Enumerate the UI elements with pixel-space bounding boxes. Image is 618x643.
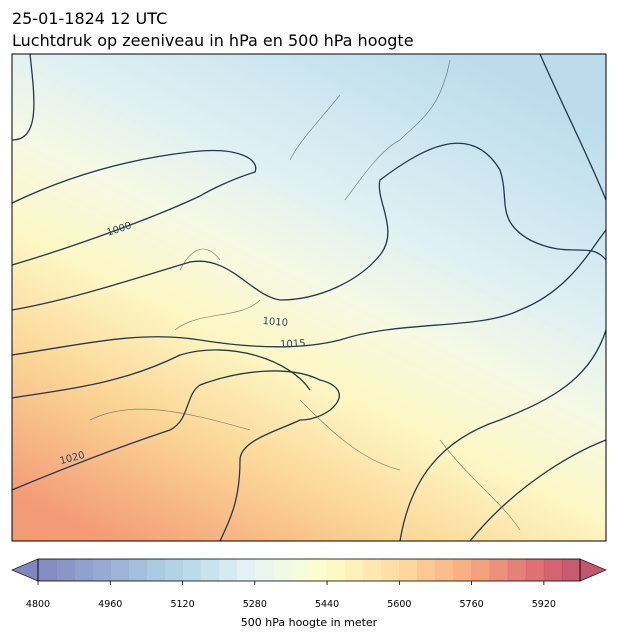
map-background bbox=[12, 54, 606, 541]
isobar bbox=[399, 329, 607, 542]
colorbar-tick-label: 5920 bbox=[532, 599, 556, 610]
colorbar-segment bbox=[399, 559, 418, 581]
colorbar-tick-label: 5120 bbox=[170, 599, 194, 610]
colorbar-label: 500 hPa hoogte in meter bbox=[241, 616, 378, 629]
colorbar-segment bbox=[290, 559, 310, 581]
colorbar-tick-label: 5760 bbox=[460, 599, 484, 610]
colorbar-segment bbox=[363, 559, 382, 581]
colorbar-segment bbox=[417, 559, 436, 581]
colorbar-tick-label: 5280 bbox=[243, 599, 267, 610]
colorbar-tick-label: 4800 bbox=[26, 599, 50, 610]
colorbar-segment bbox=[435, 559, 455, 581]
colorbar-segment bbox=[182, 559, 202, 581]
colorbar-extend-high bbox=[579, 558, 608, 582]
map-frame bbox=[11, 53, 607, 542]
colorbar-segment bbox=[146, 559, 165, 581]
colorbar-segment bbox=[507, 559, 527, 581]
colorbar-segment bbox=[164, 559, 184, 581]
colorbar: 4800 4960 5120 5280 5440 5600 5760 5920 bbox=[10, 558, 608, 610]
isobar bbox=[11, 53, 35, 141]
colorbar-segment bbox=[92, 559, 111, 581]
colorbar-segment bbox=[236, 559, 256, 581]
colorbar-segment bbox=[200, 559, 220, 581]
isobar bbox=[539, 53, 607, 201]
colorbar-segment bbox=[327, 559, 346, 581]
colorbar-tick-label: 5600 bbox=[387, 599, 411, 610]
isobar bbox=[11, 370, 340, 542]
colorbar-segment bbox=[218, 559, 238, 581]
coastline bbox=[89, 59, 521, 531]
colorbar-segment bbox=[471, 559, 491, 581]
colorbar-frame bbox=[37, 558, 581, 582]
isobar bbox=[11, 149, 257, 266]
isobar bbox=[469, 439, 607, 542]
colorbar-segment bbox=[345, 559, 364, 581]
colorbar-segment bbox=[309, 559, 328, 581]
colorbar-extend-low bbox=[10, 558, 39, 582]
colorbar-segment bbox=[489, 559, 509, 581]
colorbar-segment bbox=[453, 559, 473, 581]
title-description: Luchtdruk op zeeniveau in hPa en 500 hPa… bbox=[12, 31, 414, 50]
colorbar-segment bbox=[381, 559, 400, 581]
colorbar-tick-label: 4960 bbox=[98, 599, 122, 610]
contour-label: 1010 bbox=[262, 316, 288, 329]
title-date: 25-01-1824 12 UTC bbox=[12, 9, 167, 28]
colorbar-segment bbox=[38, 559, 57, 581]
contour-label: 1015 bbox=[280, 338, 306, 350]
colorbar-segment bbox=[272, 559, 292, 581]
colorbar-segment bbox=[74, 559, 93, 581]
isobar bbox=[11, 229, 607, 356]
colorbar-segment bbox=[525, 559, 545, 581]
colorbar-segment bbox=[543, 559, 563, 581]
colorbar-segment bbox=[56, 559, 75, 581]
colorbar-tick-label: 5440 bbox=[315, 599, 339, 610]
colorbar-segment bbox=[254, 559, 274, 581]
isobar bbox=[11, 349, 311, 399]
colorbar-segment bbox=[110, 559, 129, 581]
colorbar-segment bbox=[128, 559, 147, 581]
isobar bbox=[11, 142, 607, 311]
colorbar-segment bbox=[561, 559, 581, 581]
